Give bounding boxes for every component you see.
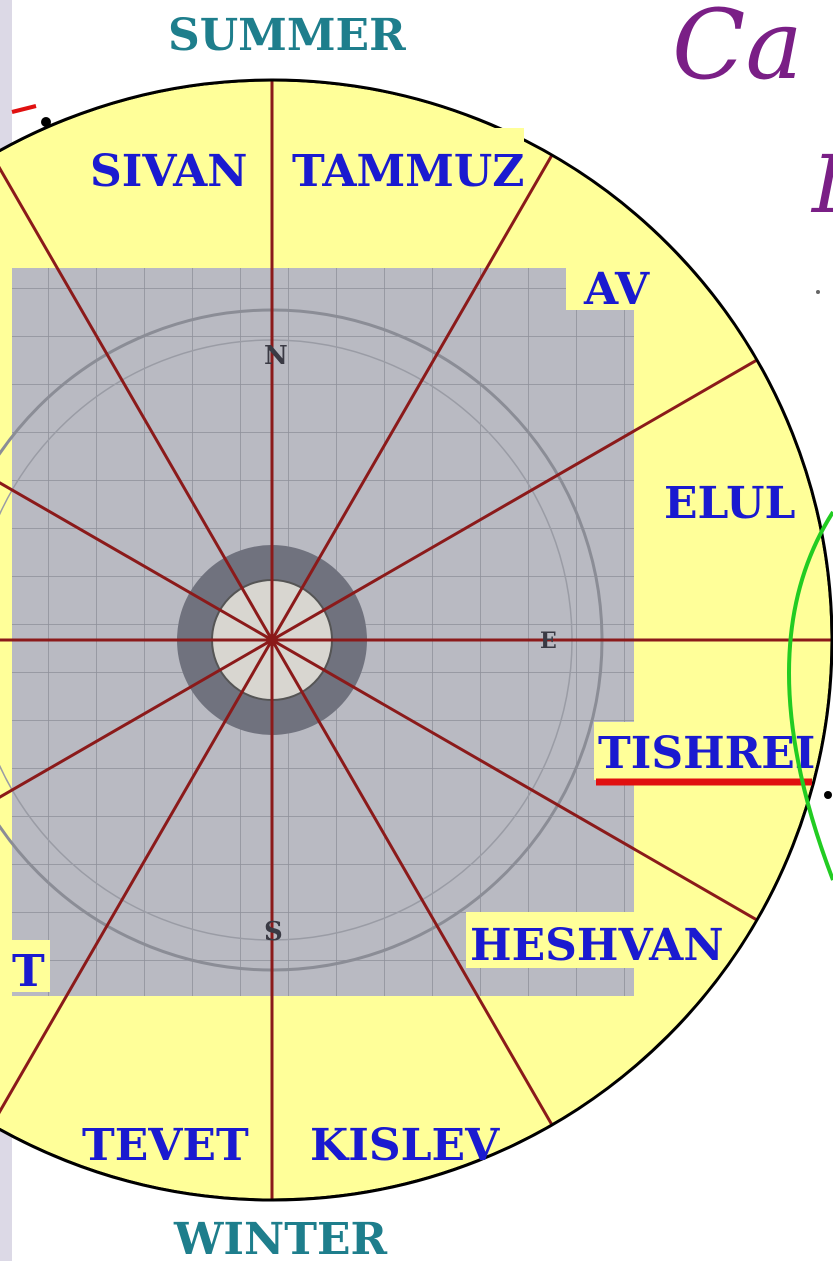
red-tick-topleft — [11, 104, 37, 114]
title-fragment: Ca — [672, 0, 803, 101]
black-dot-topleft — [41, 117, 51, 127]
season-label-summer: SUMMER — [168, 10, 406, 61]
black-dot-right — [824, 791, 832, 799]
month-label-heshvan: HESHVAN — [470, 920, 724, 971]
compass-south-label: S — [264, 917, 283, 947]
month-label-shevat-partial: T — [12, 946, 45, 997]
month-label-kislev: KISLEV — [310, 1120, 500, 1171]
season-label-winter: WINTER — [173, 1214, 387, 1261]
month-divider-spokes — [0, 80, 832, 1200]
compass-east-label: E — [540, 628, 557, 654]
spoke-line — [0, 119, 574, 1161]
month-label-elul: ELUL — [664, 478, 795, 529]
month-label-tishrei: TISHREI — [598, 728, 815, 779]
month-label-tevet: TEVET — [82, 1120, 249, 1171]
month-label-sivan: SIVAN — [90, 146, 247, 197]
month-label-tammuz: TAMMUZ — [292, 146, 524, 197]
disc-outline — [0, 78, 833, 1202]
month-label-av: AV — [583, 264, 650, 315]
compass-north-label: N — [264, 341, 288, 371]
green-orbit-arc — [787, 510, 833, 881]
title-fragment-2: I — [810, 138, 833, 231]
